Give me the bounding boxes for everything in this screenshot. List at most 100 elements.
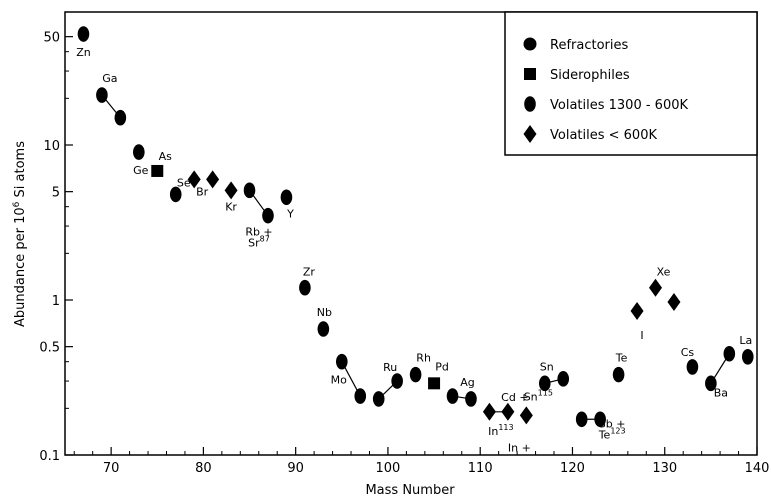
data-point-ellipse bbox=[133, 144, 145, 160]
point-label: As bbox=[159, 150, 173, 163]
x-tick-label: 120 bbox=[560, 461, 585, 476]
point-label: Ru bbox=[383, 361, 397, 374]
data-points bbox=[77, 26, 754, 428]
point-label: Sn115 bbox=[524, 388, 553, 403]
data-point-ellipse bbox=[686, 359, 699, 375]
legend-marker-ellipse bbox=[524, 96, 536, 112]
point-label: Zr bbox=[303, 266, 316, 279]
x-tick-label: 140 bbox=[745, 461, 770, 476]
y-axis-title-main: Abundance per 10 bbox=[13, 207, 28, 327]
data-point-ellipse bbox=[465, 391, 477, 407]
point-label: Rb + bbox=[245, 226, 272, 239]
legend-marker-square bbox=[524, 68, 536, 80]
data-point-ellipse bbox=[705, 375, 717, 392]
x-tick-label: 80 bbox=[195, 461, 212, 476]
data-point-ellipse bbox=[723, 345, 736, 362]
y-tick-label: 1 bbox=[52, 294, 60, 309]
data-point-diamond bbox=[224, 181, 238, 200]
point-label: Ag bbox=[460, 376, 475, 389]
point-label: In113 bbox=[488, 423, 514, 438]
point-label: Cd + bbox=[501, 391, 528, 404]
point-label: Ga bbox=[102, 72, 117, 85]
data-point-diamond bbox=[482, 402, 496, 421]
point-label: Br bbox=[196, 185, 209, 198]
point-label: Kr bbox=[225, 200, 237, 213]
data-point-ellipse bbox=[280, 189, 293, 206]
data-point-ellipse bbox=[575, 411, 588, 428]
data-point-ellipse bbox=[336, 353, 348, 370]
data-point-diamond bbox=[206, 170, 220, 189]
legend-label: Siderophiles bbox=[550, 68, 630, 83]
data-point-ellipse bbox=[114, 109, 127, 126]
y-tick-label: 10 bbox=[43, 139, 60, 154]
y-tick-label: 50 bbox=[43, 31, 60, 46]
data-point-square bbox=[428, 377, 441, 390]
point-label: Ba bbox=[714, 386, 728, 399]
legend-frame bbox=[504, 11, 758, 156]
plot-frame bbox=[64, 11, 758, 456]
point-label: Nb bbox=[317, 306, 332, 319]
y-axis-title: Abundance per 106 Si atoms bbox=[12, 141, 28, 327]
x-tick-label: 70 bbox=[103, 461, 120, 476]
point-label: In + bbox=[508, 441, 531, 454]
legend-label: Volatiles 1300 - 600K bbox=[550, 98, 688, 113]
data-point-ellipse bbox=[538, 375, 551, 392]
y-axis-title-sup: 6 bbox=[12, 201, 22, 207]
point-label: Zn bbox=[76, 46, 91, 59]
data-point-diamond bbox=[630, 301, 644, 320]
data-point-ellipse bbox=[262, 207, 274, 224]
legend-marker-circle bbox=[523, 37, 537, 51]
point-label: La bbox=[739, 334, 752, 347]
data-point-ellipse bbox=[77, 26, 90, 42]
x-axis-ticks: 70 80 90 100 110 120 130 140 bbox=[73, 447, 770, 476]
point-label: Xe bbox=[657, 266, 671, 279]
data-point-ellipse bbox=[299, 279, 311, 296]
x-tick-label: 90 bbox=[287, 461, 304, 476]
data-point-diamond bbox=[667, 293, 681, 312]
data-point-ellipse bbox=[96, 87, 108, 103]
legend-label: Refractories bbox=[550, 38, 628, 53]
data-point-diamond bbox=[501, 402, 515, 421]
x-tick-label: 130 bbox=[652, 461, 677, 476]
data-point-ellipse bbox=[391, 373, 403, 389]
y-tick-label: 0.5 bbox=[39, 341, 60, 356]
data-point-diamond bbox=[649, 278, 663, 297]
point-label: Te123 bbox=[598, 426, 626, 441]
point-label: Cs bbox=[681, 346, 695, 359]
point-labels: Zn Ga Ge As Se Br Kr Rb +Sr87 Y Zr Nb Mo Ru Rh Pd Ag Cd … bbox=[76, 46, 752, 454]
point-label: Mo bbox=[331, 374, 347, 387]
x-axis-title: Mass Number bbox=[365, 483, 455, 498]
data-point-ellipse bbox=[243, 182, 256, 199]
data-point-diamond bbox=[187, 170, 201, 189]
data-point-ellipse bbox=[317, 321, 330, 337]
data-point-ellipse bbox=[372, 391, 385, 407]
data-point-diamond bbox=[519, 406, 533, 425]
y-axis-title-tail: Si atoms bbox=[13, 141, 28, 202]
point-label: Ge bbox=[133, 164, 149, 177]
point-label: Se bbox=[177, 176, 191, 189]
data-point-ellipse bbox=[409, 366, 422, 383]
x-tick-label: 110 bbox=[468, 461, 493, 476]
point-label: Rh bbox=[416, 352, 431, 365]
data-point-ellipse bbox=[169, 186, 182, 203]
point-label: Sb + bbox=[599, 417, 626, 430]
legend-marker-diamond bbox=[523, 125, 537, 143]
data-point-ellipse bbox=[354, 388, 367, 404]
point-label: Te bbox=[615, 352, 628, 365]
point-label: I bbox=[640, 329, 643, 342]
y-tick-label: 5 bbox=[52, 186, 60, 201]
point-label: Y bbox=[286, 207, 294, 220]
data-point-square bbox=[151, 164, 164, 177]
data-point-ellipse bbox=[446, 388, 459, 404]
point-label: Sr87 bbox=[248, 235, 270, 250]
data-point-ellipse bbox=[594, 411, 606, 428]
x-tick-label: 100 bbox=[376, 461, 401, 476]
y-tick-label: 0.1 bbox=[39, 449, 60, 464]
data-point-ellipse bbox=[741, 349, 754, 365]
y-axis-ticks: 0.1 0.5 1 5 10 50 bbox=[39, 31, 73, 464]
legend: Refractories Siderophiles Volatiles 1300 -… bbox=[504, 11, 758, 156]
point-label: Pd bbox=[435, 360, 449, 373]
data-point-ellipse bbox=[612, 366, 625, 383]
data-point-ellipse bbox=[557, 371, 570, 387]
